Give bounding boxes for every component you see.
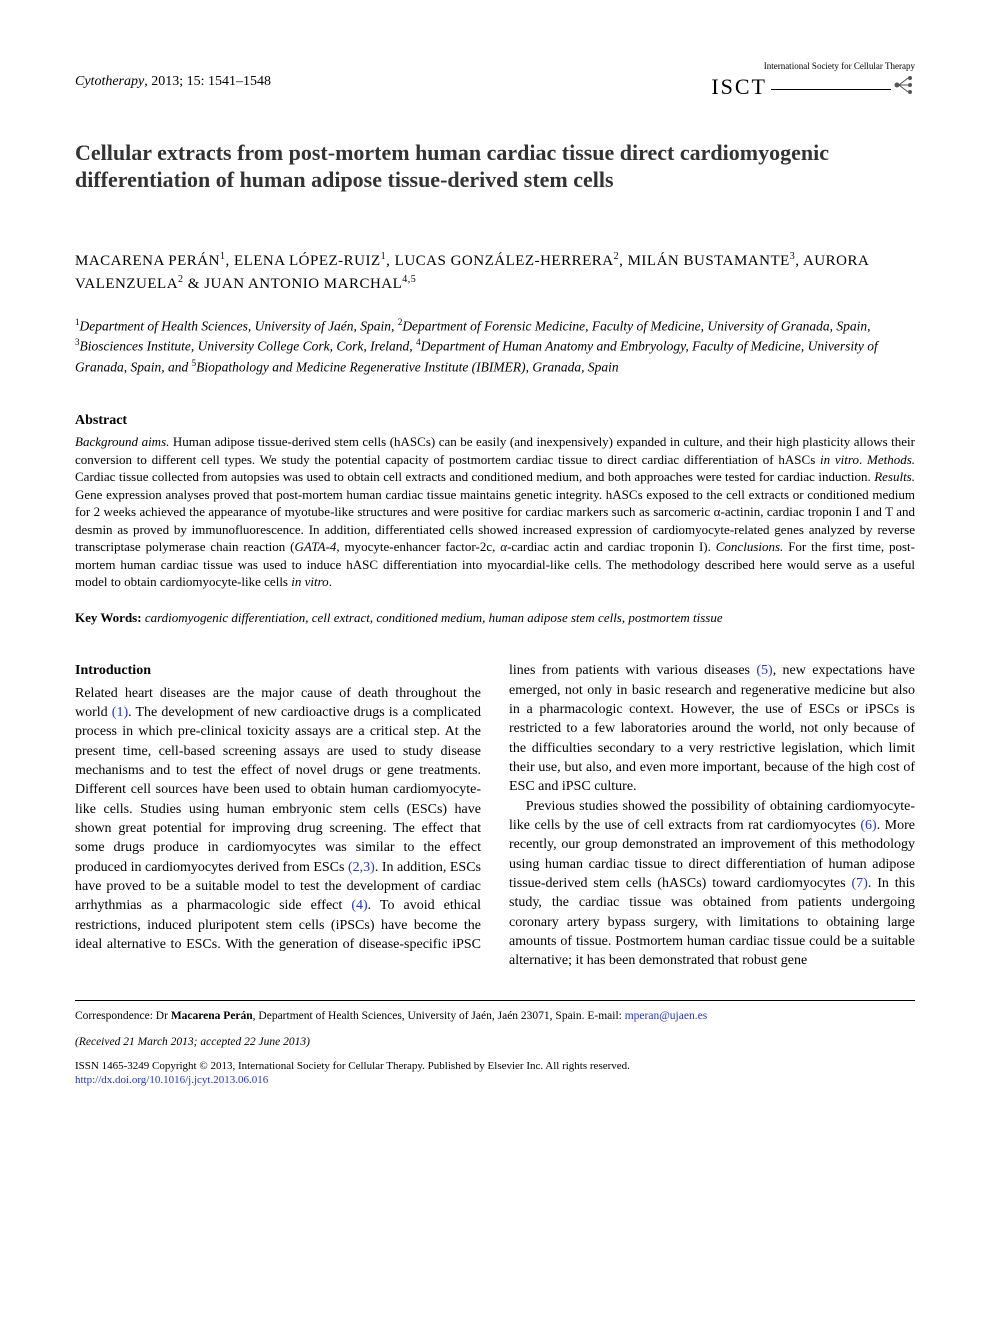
society-name: International Society for Cellular Thera… [711,60,915,72]
correspondence: Correspondence: Dr Macarena Perán, Depar… [75,1009,915,1025]
affiliations: 1Department of Health Sciences, Universi… [75,316,915,377]
page-header: Cytotherapy, 2013; 15: 1541–1548 Interna… [75,60,915,104]
isct-abbrev: ISCT [711,74,767,99]
abstract-header: Abstract [75,412,915,431]
journal-pages: , 2013; 15: 1541–1548 [144,74,271,89]
section-header-introduction: Introduction [75,661,481,680]
main-text: Introduction Related heart diseases are … [75,661,915,970]
issn-copyright: ISSN 1465-3249 Copyright © 2013, Interna… [75,1059,915,1089]
society-logo: International Society for Cellular Thera… [711,60,915,104]
isct-logo-text: ISCT [711,72,915,104]
article-title: Cellular extracts from post-mortem human… [75,139,915,194]
intro-paragraph-2: Previous studies showed the possibility … [509,797,915,971]
keywords-label: Key Words: [75,610,142,625]
keywords: Key Words: cardiomyogenic differentiatio… [75,609,915,627]
network-icon [893,74,915,104]
page-footer: Correspondence: Dr Macarena Perán, Depar… [75,1000,915,1088]
abstract-body: Background aims. Human adipose tissue-de… [75,433,915,591]
authors-list: MACARENA PERÁN1, ELENA LÓPEZ-RUIZ1, LUCA… [75,249,915,296]
received-dates: (Received 21 March 2013; accepted 22 Jun… [75,1035,915,1051]
keywords-list: cardiomyogenic differentiation, cell ext… [145,610,723,625]
journal-name: Cytotherapy [75,74,144,89]
journal-citation: Cytotherapy, 2013; 15: 1541–1548 [75,73,271,92]
